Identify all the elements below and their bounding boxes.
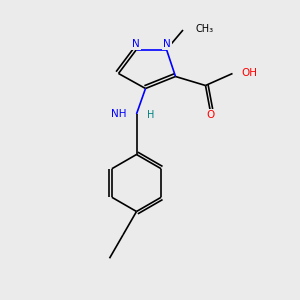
Text: CH₃: CH₃ bbox=[196, 23, 214, 34]
Text: NH: NH bbox=[110, 109, 126, 119]
Text: N: N bbox=[132, 39, 140, 49]
Text: N: N bbox=[163, 39, 171, 49]
Text: O: O bbox=[206, 110, 215, 120]
Text: OH: OH bbox=[241, 68, 257, 78]
Text: H: H bbox=[147, 110, 154, 121]
